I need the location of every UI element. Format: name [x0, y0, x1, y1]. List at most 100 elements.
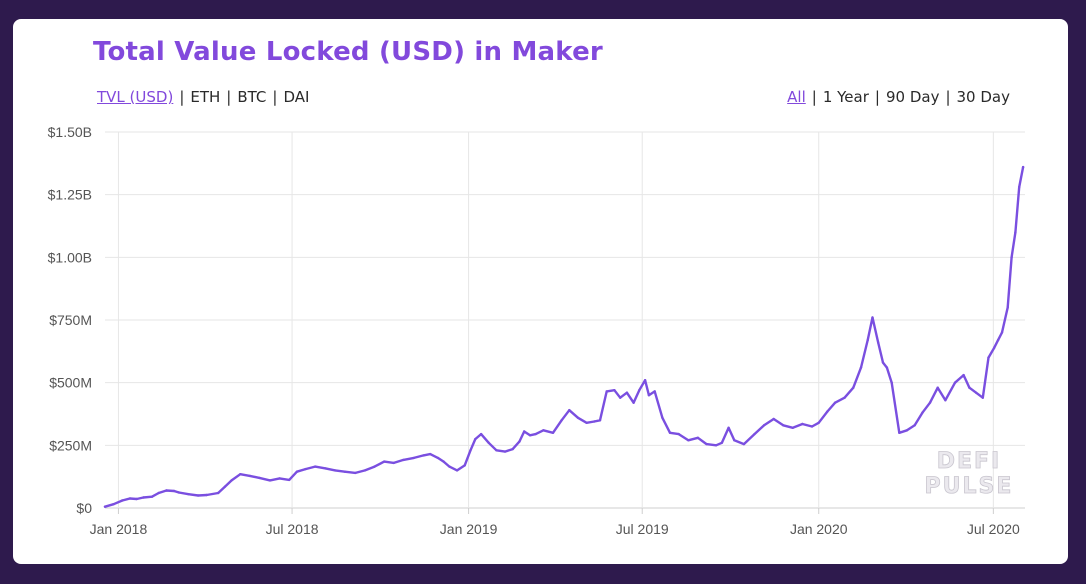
- tab-separator: |: [945, 88, 951, 106]
- data-point: [791, 426, 794, 429]
- data-point: [1018, 185, 1021, 189]
- data-point: [223, 485, 227, 488]
- data-point: [714, 444, 718, 447]
- data-point: [677, 432, 680, 436]
- data-point: [334, 469, 337, 472]
- data-point: [392, 461, 395, 465]
- range-tabs: All | 1 Year | 90 Day | 30 Day: [787, 88, 1010, 106]
- data-point: [412, 456, 416, 460]
- data-point: [1014, 231, 1017, 234]
- data-point: [727, 426, 730, 429]
- data-point: [1021, 165, 1025, 169]
- y-tick-label: $1.00B: [48, 249, 92, 265]
- data-point: [128, 497, 132, 500]
- watermark-line-1: DEFI: [937, 449, 1002, 474]
- data-point: [613, 389, 616, 392]
- data-point: [871, 316, 874, 319]
- data-point: [661, 416, 664, 419]
- data-point: [687, 439, 690, 442]
- data-point: [495, 449, 498, 452]
- data-point: [402, 458, 405, 462]
- data-point: [469, 449, 472, 452]
- data-point: [1010, 256, 1013, 259]
- data-point: [877, 341, 880, 344]
- data-point: [1006, 306, 1009, 309]
- x-tick-label: Jul 2018: [266, 521, 319, 537]
- tab-separator: |: [811, 88, 817, 106]
- data-point: [448, 465, 451, 468]
- data-point: [528, 434, 532, 437]
- data-point: [598, 419, 602, 422]
- data-point: [944, 399, 947, 402]
- data-point: [568, 409, 571, 412]
- data-point: [165, 489, 168, 492]
- series-layer: [103, 165, 1025, 508]
- data-point: [810, 425, 814, 428]
- data-point: [981, 396, 984, 399]
- data-point: [288, 478, 291, 482]
- tab-separator: |: [272, 88, 278, 106]
- data-point: [643, 379, 647, 382]
- data-point: [801, 422, 804, 426]
- data-point: [343, 470, 346, 473]
- data-point: [921, 411, 924, 414]
- tab-eth[interactable]: ETH: [190, 88, 221, 106]
- data-point: [772, 417, 775, 421]
- data-point: [248, 474, 252, 478]
- x-axis-ticks: Jan 2018 Jul 2018 Jan 2019 Jul 2019 Jan 2020…: [90, 521, 1020, 537]
- tab-separator: |: [226, 88, 232, 106]
- data-point: [605, 390, 608, 393]
- tab-range-90-day[interactable]: 90 Day: [885, 88, 940, 106]
- tab-range-all[interactable]: All: [787, 88, 806, 106]
- data-point: [890, 381, 893, 384]
- tab-range-1-year[interactable]: 1 Year: [822, 88, 869, 106]
- data-point: [968, 386, 971, 389]
- tab-dai[interactable]: DAI: [283, 88, 310, 106]
- data-point: [928, 401, 932, 404]
- data-point: [996, 338, 1000, 342]
- data-point: [625, 391, 629, 394]
- data-point: [196, 494, 200, 497]
- tab-tvl-usd[interactable]: TVL (USD): [97, 88, 174, 106]
- data-point: [974, 391, 978, 394]
- data-point: [487, 441, 490, 444]
- data-point: [817, 421, 820, 424]
- chart-card: Total Value Locked (USD) in Maker TVL (U…: [13, 19, 1068, 564]
- data-point: [112, 503, 115, 506]
- y-tick-label: $0: [76, 500, 92, 516]
- data-point: [905, 429, 909, 432]
- data-point: [826, 410, 829, 413]
- data-point: [239, 473, 242, 476]
- data-point: [936, 386, 939, 389]
- data-point: [503, 450, 507, 453]
- data-point: [230, 479, 233, 482]
- defi-pulse-watermark: DEFI PULSE: [924, 449, 1014, 500]
- tab-separator: |: [874, 88, 880, 106]
- data-point: [881, 361, 885, 364]
- data-point: [619, 396, 622, 399]
- tab-btc[interactable]: BTC: [237, 88, 267, 106]
- y-tick-label: $1.25B: [48, 187, 92, 203]
- data-point: [258, 476, 261, 480]
- data-point: [363, 469, 367, 472]
- y-axis-ticks: $0 $250M $500M $750M $1.00B $1.25B $1.50B: [48, 124, 93, 516]
- watermark-line-2: PULSE: [925, 474, 1014, 499]
- data-point: [852, 386, 855, 389]
- unit-tabs: TVL (USD) | ETH | BTC | DAI: [97, 88, 309, 106]
- data-point: [866, 338, 869, 342]
- data-point: [753, 432, 756, 436]
- data-point: [157, 491, 160, 495]
- data-point: [187, 493, 190, 496]
- data-point: [205, 493, 208, 497]
- y-tick-label: $1.50B: [48, 124, 92, 140]
- tab-range-30-day[interactable]: 30 Day: [956, 88, 1010, 106]
- series-line-0: [103, 165, 1025, 508]
- data-point: [638, 389, 641, 392]
- data-point: [518, 440, 521, 443]
- data-point: [103, 505, 107, 508]
- data-point: [696, 436, 700, 439]
- data-point: [632, 401, 635, 404]
- data-point: [278, 477, 281, 480]
- data-point: [953, 381, 957, 384]
- data-point: [324, 467, 327, 470]
